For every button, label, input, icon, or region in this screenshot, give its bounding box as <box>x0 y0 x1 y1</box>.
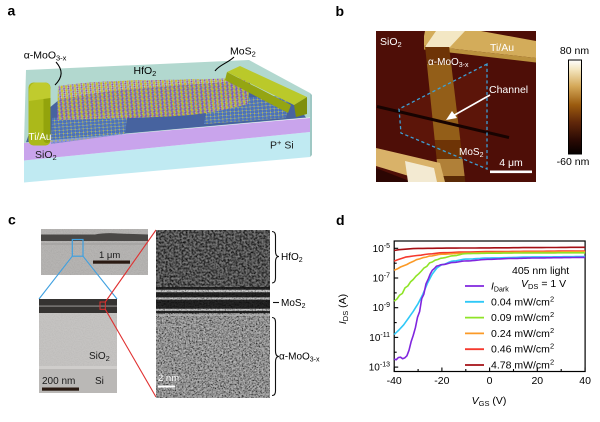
svg-text:4 μm: 4 μm <box>499 157 523 169</box>
svg-text:Si: Si <box>95 376 104 387</box>
svg-text:VGS (V): VGS (V) <box>472 395 507 408</box>
svg-text:IDark: IDark <box>491 281 509 294</box>
svg-text:-40: -40 <box>387 375 402 387</box>
svg-text:0: 0 <box>487 375 493 387</box>
svg-text:405 nm light: 405 nm light <box>512 265 569 277</box>
svg-text:Ti/Au: Ti/Au <box>490 42 514 54</box>
svg-text:0.04 mW/cm2: 0.04 mW/cm2 <box>491 294 554 308</box>
svg-text:Ti/Au: Ti/Au <box>29 132 52 143</box>
svg-text:1 μm: 1 μm <box>99 250 120 261</box>
svg-text:α-MoO3-x: α-MoO3-x <box>24 50 67 63</box>
svg-text:VDS = 1 V: VDS = 1 V <box>521 278 566 291</box>
svg-text:0.24 mW/cm2: 0.24 mW/cm2 <box>491 326 554 340</box>
svg-text:MoS2: MoS2 <box>230 46 256 59</box>
svg-text:80 nm: 80 nm <box>560 45 589 57</box>
svg-text:4.78 mW/cm2: 4.78 mW/cm2 <box>491 358 554 372</box>
svg-text:MoS2: MoS2 <box>281 298 306 310</box>
svg-text:HfO2: HfO2 <box>281 252 303 264</box>
svg-text:40: 40 <box>579 375 591 387</box>
svg-text:SiO2: SiO2 <box>380 36 402 49</box>
svg-text:MoS2: MoS2 <box>459 147 484 159</box>
svg-text:0.09 mW/cm2: 0.09 mW/cm2 <box>491 310 554 324</box>
svg-text:0.46 mW/cm2: 0.46 mW/cm2 <box>491 342 554 356</box>
svg-text:P+ Si: P+ Si <box>270 138 294 152</box>
svg-text:HfO2: HfO2 <box>134 65 157 78</box>
svg-text:2 nm: 2 nm <box>158 373 179 384</box>
svg-text:Channel: Channel <box>489 84 528 96</box>
svg-text:20: 20 <box>531 375 543 387</box>
svg-text:b: b <box>336 3 345 19</box>
svg-text:-20: -20 <box>434 375 449 387</box>
svg-text:d: d <box>336 212 345 228</box>
svg-text:SiO2: SiO2 <box>89 351 110 363</box>
svg-text:α-MoO3-x: α-MoO3-x <box>279 352 320 364</box>
svg-text:IDS (A): IDS (A) <box>337 294 350 324</box>
svg-text:200 nm: 200 nm <box>42 376 75 387</box>
svg-text:α-MoO3-x: α-MoO3-x <box>428 57 469 69</box>
svg-text:SiO2: SiO2 <box>35 149 57 162</box>
svg-text:c: c <box>8 212 16 228</box>
svg-text:a: a <box>8 3 16 19</box>
svg-text:-60 nm: -60 nm <box>557 156 590 168</box>
